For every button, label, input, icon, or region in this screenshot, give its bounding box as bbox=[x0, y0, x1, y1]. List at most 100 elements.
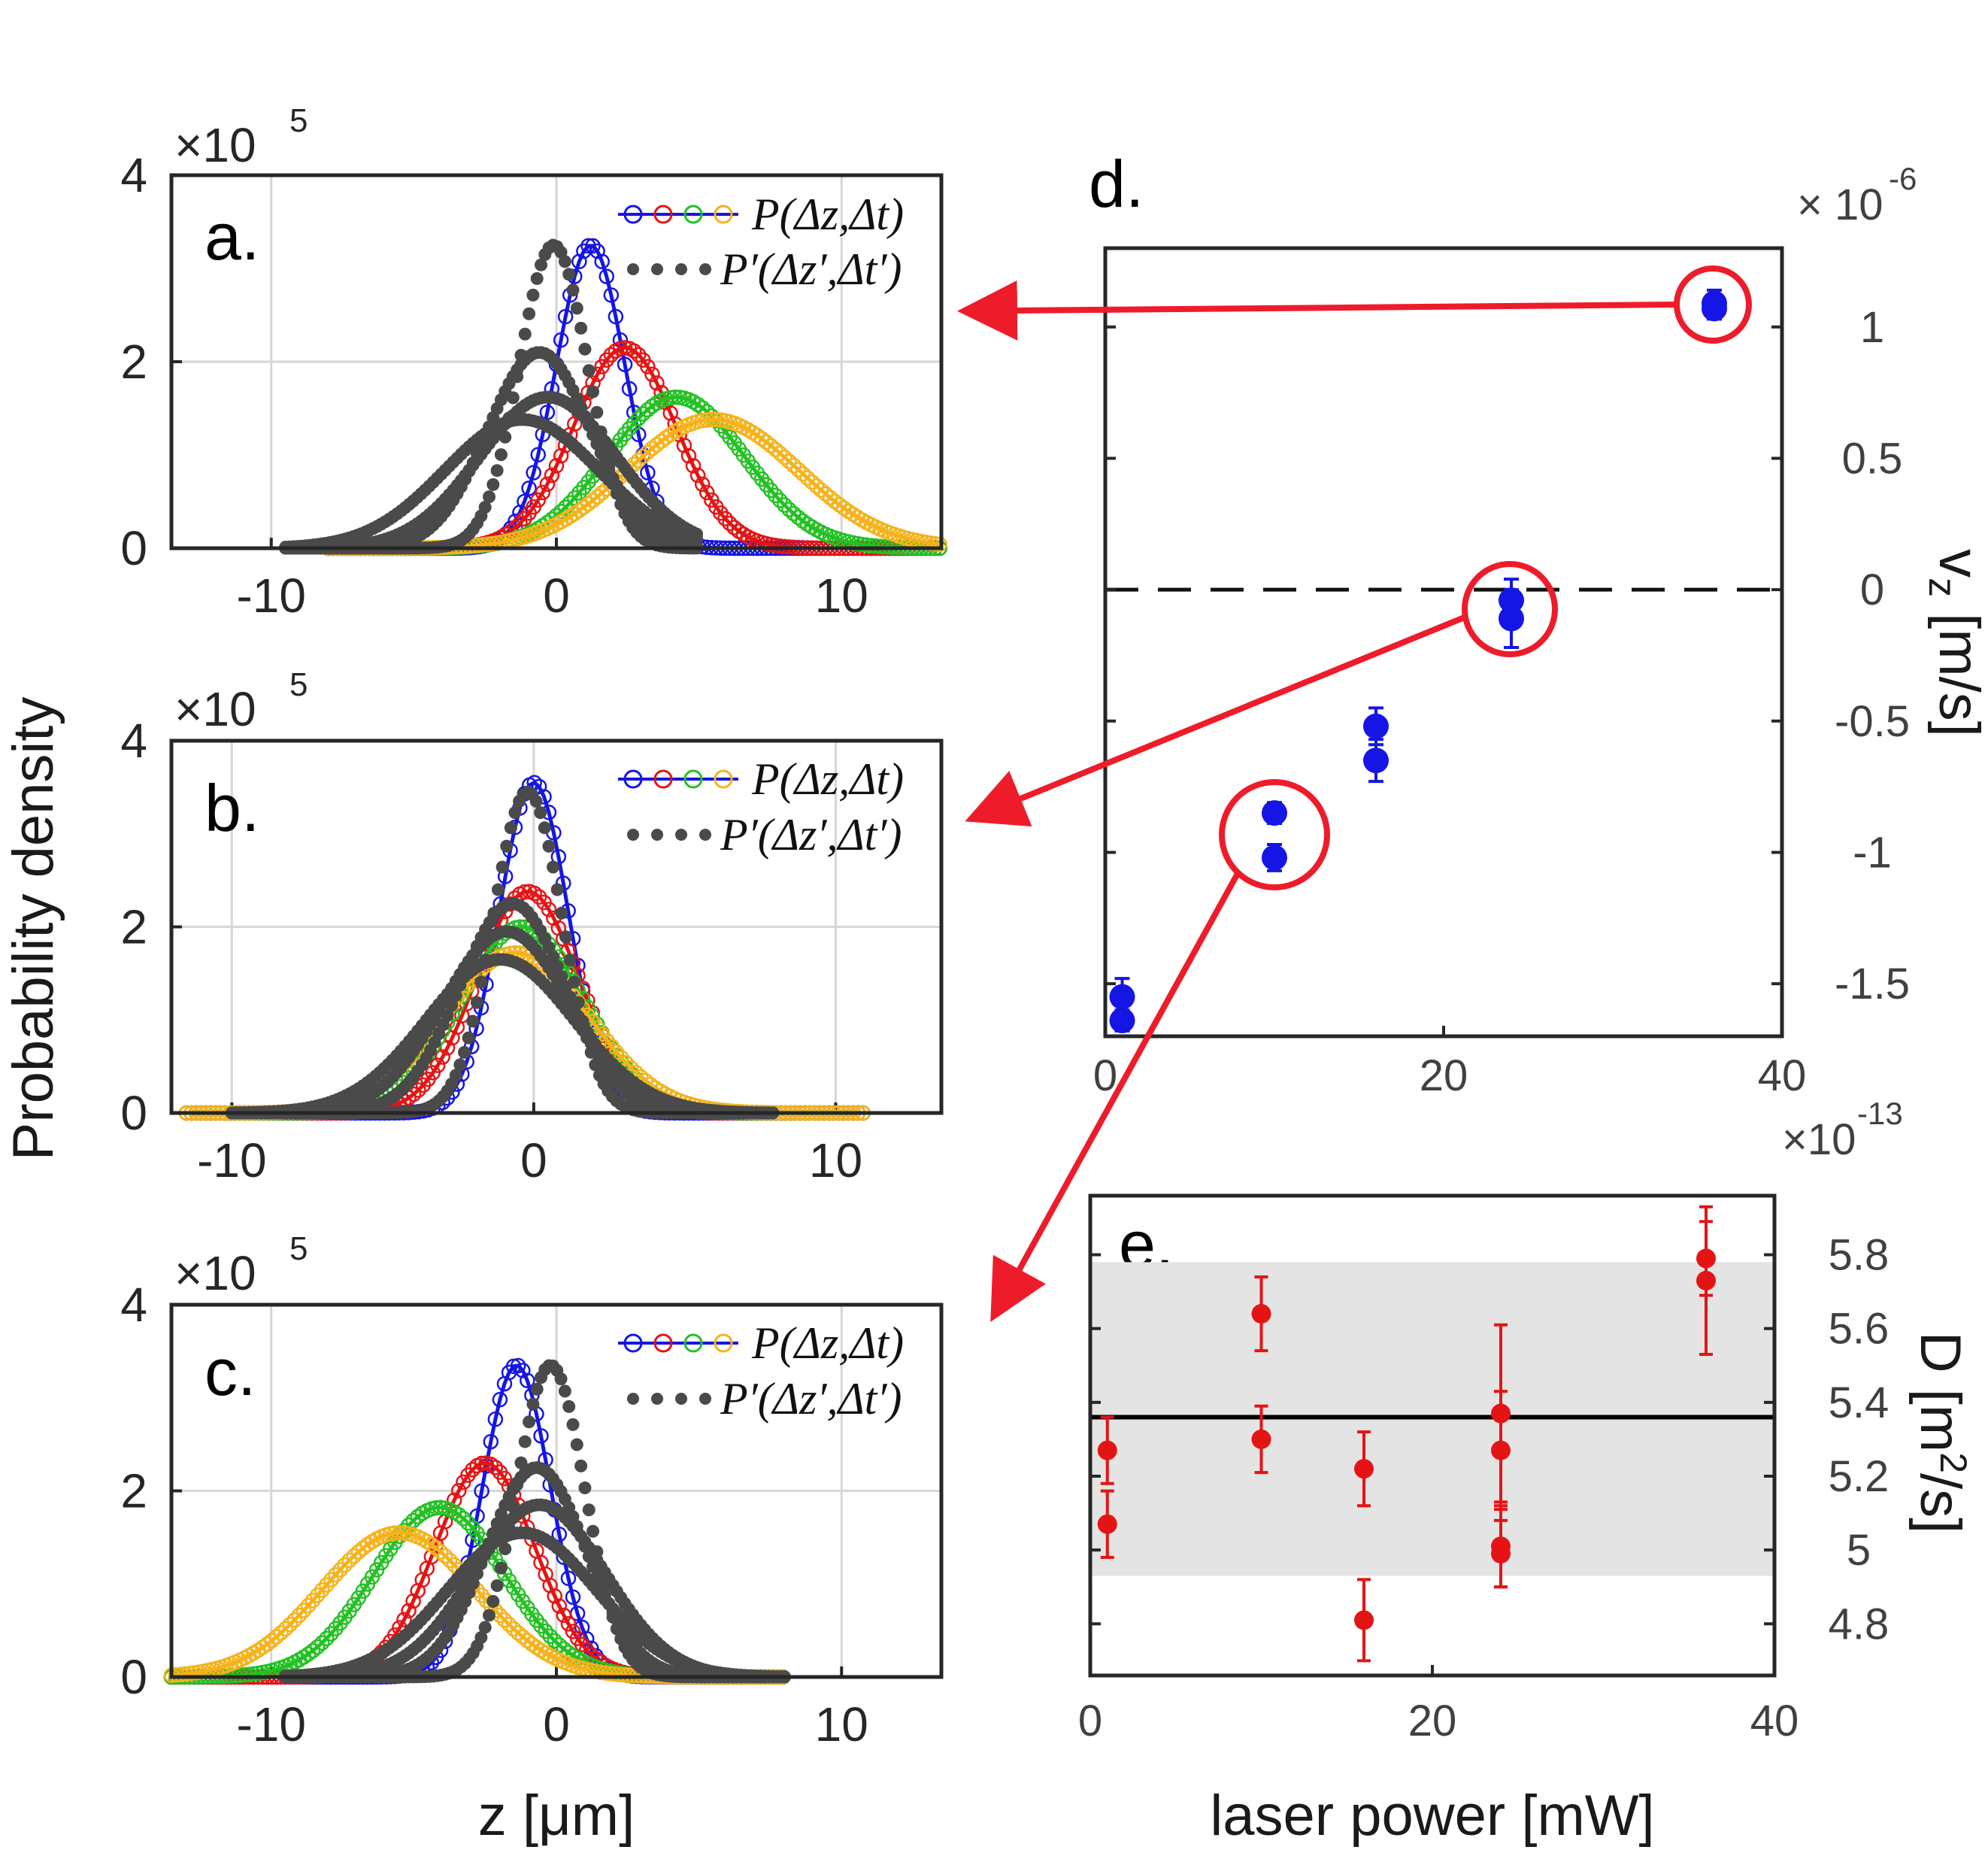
y-tick-label: 0.5 bbox=[1842, 434, 1903, 483]
data-point bbox=[535, 258, 548, 271]
data-point bbox=[644, 366, 660, 382]
panel-b-exponent-power: 5 bbox=[289, 666, 308, 703]
data-point bbox=[482, 1609, 495, 1622]
data-point-group bbox=[1354, 1430, 1374, 1508]
data-point bbox=[268, 1629, 284, 1645]
data-point bbox=[781, 453, 797, 469]
data-point bbox=[570, 1438, 583, 1451]
data-point bbox=[494, 448, 508, 462]
data-point bbox=[722, 515, 738, 532]
data-point bbox=[580, 238, 596, 254]
data-point bbox=[640, 444, 656, 460]
data-point bbox=[1499, 605, 1524, 632]
y-tick-label: 4 bbox=[120, 148, 147, 202]
data-point bbox=[562, 1399, 576, 1413]
data-point-group bbox=[1499, 588, 1524, 649]
y-tick-label: -1.5 bbox=[1835, 960, 1910, 1008]
panel-e-frame bbox=[1088, 1193, 1777, 1678]
panel-c-frame bbox=[169, 1302, 944, 1679]
data-point bbox=[813, 482, 829, 498]
data-point bbox=[492, 1391, 508, 1408]
data-point bbox=[553, 332, 569, 348]
data-point bbox=[547, 860, 560, 874]
y-tick-label: 0 bbox=[120, 1650, 147, 1704]
data-point bbox=[551, 1598, 568, 1614]
y-tick-label: 1 bbox=[1860, 303, 1884, 352]
data-point bbox=[505, 1621, 522, 1637]
legend-pprime-label: P′(Δz′,Δt′) bbox=[720, 810, 902, 860]
data-point bbox=[640, 465, 656, 481]
data-point bbox=[474, 1455, 489, 1472]
data-point bbox=[1354, 1610, 1374, 1630]
data-point bbox=[483, 1433, 499, 1450]
panel-d-plot-area: 0 20 40 -1.5 -1 -0.5 0 0.5 1 bbox=[1093, 288, 1910, 1100]
y-tick-label: -0.5 bbox=[1835, 697, 1910, 746]
data-point bbox=[603, 287, 620, 303]
data-point bbox=[582, 364, 595, 378]
panel-a-exponent: ×10 5 bbox=[174, 102, 308, 172]
x-axis-label-z: z [μm] bbox=[478, 1784, 635, 1848]
data-point bbox=[319, 1577, 335, 1593]
panel-e-plot-area: 0 20 40 4.8 5 5.2 5.4 5.6 5.8 bbox=[1078, 1205, 1890, 1745]
data-point bbox=[533, 1428, 549, 1444]
data-point bbox=[428, 1540, 444, 1556]
y-tick-label: 5 bbox=[1847, 1526, 1871, 1575]
panel-a-frame bbox=[169, 173, 944, 550]
x-tick-label: 20 bbox=[1420, 1051, 1468, 1100]
panel-b-exponent: ×10 5 bbox=[174, 666, 308, 736]
panel-e: e. ×10 -13 0 20 404.855.25.45.65.8 D [m2/s… bbox=[1078, 1096, 1974, 1848]
data-point bbox=[560, 1570, 577, 1587]
data-point bbox=[630, 411, 647, 426]
data-point bbox=[574, 1459, 588, 1472]
legend-pprime-markers bbox=[627, 1393, 711, 1405]
data-point bbox=[649, 375, 665, 391]
data-point bbox=[565, 1589, 581, 1605]
panel-c-label: c. bbox=[205, 1335, 256, 1409]
x-tick-label: 20 bbox=[1408, 1697, 1457, 1745]
data-point bbox=[640, 359, 656, 375]
panel-e-exponent-power: -13 bbox=[1857, 1096, 1903, 1131]
y-tick-label: 5.6 bbox=[1829, 1305, 1890, 1354]
panel-b-exponent-base: ×10 bbox=[174, 682, 256, 736]
data-point bbox=[574, 321, 588, 335]
data-point bbox=[501, 1616, 517, 1633]
data-point bbox=[305, 1592, 321, 1609]
data-point-group bbox=[1097, 1489, 1117, 1559]
data-point bbox=[341, 1552, 357, 1569]
data-point bbox=[558, 1384, 571, 1398]
data-point bbox=[781, 502, 797, 517]
data-point bbox=[558, 255, 571, 268]
data-point bbox=[521, 480, 537, 496]
data-point bbox=[548, 458, 565, 474]
data-point bbox=[635, 406, 651, 422]
data-point bbox=[570, 302, 583, 315]
y-tick-label: 5.2 bbox=[1829, 1452, 1890, 1501]
y-axis-label-probability-density: Probability density bbox=[2, 697, 65, 1161]
data-point bbox=[541, 902, 557, 917]
data-point bbox=[396, 1612, 412, 1627]
data-point bbox=[478, 1621, 492, 1634]
fit-line bbox=[186, 951, 863, 1115]
data-point bbox=[762, 482, 779, 499]
data-point bbox=[538, 1623, 553, 1639]
legend-p-markers bbox=[618, 769, 738, 789]
fit-line bbox=[171, 1363, 783, 1679]
x-axis-label-laser-power: laser power [mW] bbox=[1210, 1784, 1654, 1848]
legend-p-markers bbox=[618, 205, 738, 224]
data-point bbox=[490, 464, 504, 478]
data-point bbox=[487, 1460, 504, 1475]
y-tick-label: 0 bbox=[120, 1086, 147, 1140]
data-point bbox=[589, 489, 605, 505]
data-point bbox=[526, 885, 542, 902]
data-point-group bbox=[1696, 1205, 1716, 1357]
data-point bbox=[1251, 1429, 1271, 1449]
data-point bbox=[635, 448, 651, 464]
panel-d-exponent-power: -6 bbox=[1889, 161, 1917, 196]
data-point bbox=[337, 1557, 353, 1573]
data-point bbox=[608, 308, 624, 325]
data-point bbox=[486, 1594, 500, 1608]
panel-d-label: d. bbox=[1089, 147, 1144, 221]
legend-p-label: P(Δz,Δt) bbox=[751, 1318, 904, 1368]
data-point bbox=[550, 849, 567, 865]
data-point bbox=[544, 467, 560, 484]
